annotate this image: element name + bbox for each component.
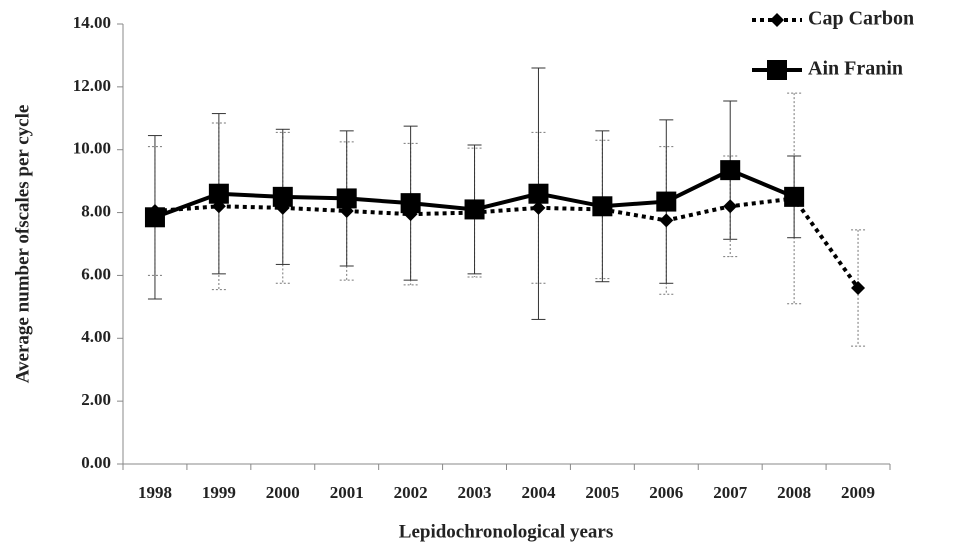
data-point bbox=[659, 213, 674, 228]
legend-marker bbox=[767, 60, 787, 80]
data-point bbox=[336, 188, 357, 209]
legend-label: Ain Franin bbox=[808, 58, 903, 80]
data-point bbox=[656, 191, 677, 212]
data-point bbox=[272, 186, 293, 207]
x-tick-label: 1998 bbox=[138, 483, 172, 502]
x-tick-label: 2005 bbox=[585, 483, 619, 502]
x-tick-label: 2004 bbox=[521, 483, 556, 502]
x-tick-label: 2009 bbox=[841, 483, 875, 502]
y-tick-label: 14.00 bbox=[73, 13, 111, 32]
y-tick-label: 2.00 bbox=[81, 390, 111, 409]
y-tick-label: 0.00 bbox=[81, 453, 111, 472]
x-tick-label: 2002 bbox=[394, 483, 428, 502]
data-point bbox=[720, 160, 741, 181]
y-tick-label: 10.00 bbox=[73, 139, 111, 158]
legend-label: Cap Carbon bbox=[808, 8, 914, 30]
data-point bbox=[723, 199, 738, 214]
data-point bbox=[531, 200, 546, 215]
data-point bbox=[144, 207, 165, 228]
data-point bbox=[592, 196, 613, 217]
y-tick-label: 8.00 bbox=[81, 201, 111, 220]
y-tick-label: 6.00 bbox=[81, 264, 111, 283]
x-tick-label: 2000 bbox=[266, 483, 300, 502]
x-tick-label: 2008 bbox=[777, 483, 811, 502]
x-tick-label: 2006 bbox=[649, 483, 683, 502]
y-tick-label: 4.00 bbox=[81, 327, 111, 346]
data-point bbox=[208, 183, 229, 204]
series-line bbox=[154, 196, 860, 290]
x-axis-title: Lepidochronological years bbox=[399, 521, 613, 542]
x-tick-label: 2001 bbox=[330, 483, 364, 502]
data-point bbox=[400, 193, 421, 214]
data-point bbox=[851, 281, 866, 295]
legend-marker bbox=[770, 13, 784, 27]
x-tick-label: 2003 bbox=[458, 483, 492, 502]
data-point bbox=[528, 183, 549, 204]
y-tick-label: 12.00 bbox=[73, 76, 111, 95]
y-axis-title: Average number ofscales per cycle bbox=[12, 105, 33, 384]
x-tick-label: 1999 bbox=[202, 483, 236, 502]
x-tick-label: 2007 bbox=[713, 483, 748, 502]
error-bar bbox=[851, 229, 866, 347]
data-point bbox=[784, 186, 805, 207]
data-point bbox=[464, 199, 485, 220]
